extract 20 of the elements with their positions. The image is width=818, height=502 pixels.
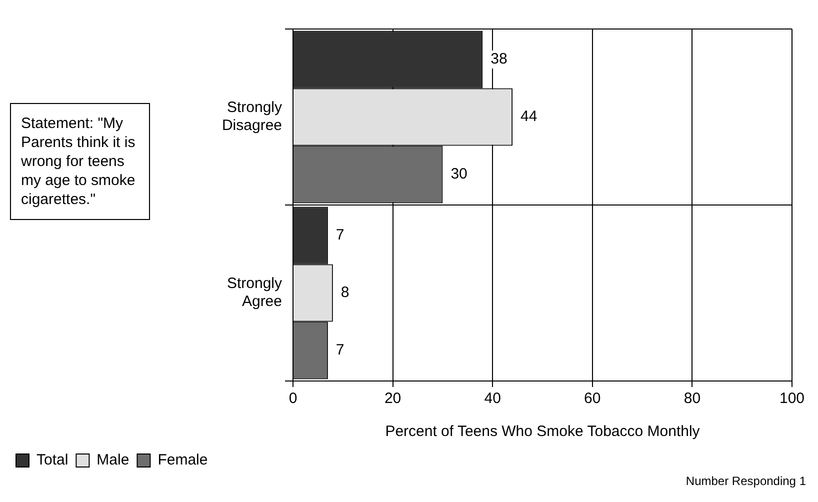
x-tick-label: 20 [384, 390, 402, 408]
x-tick-label: 60 [584, 390, 601, 408]
data-label: 7 [336, 226, 344, 244]
data-label: 30 [450, 166, 468, 183]
data-label: 44 [520, 108, 538, 126]
data-label: 7 [336, 342, 344, 359]
x-tick-label: 80 [684, 390, 701, 408]
legend-label: Male [96, 452, 130, 469]
data-label: 38 [490, 50, 508, 68]
text: Statement: "My Parents think it is wrong for teens my age to smoke cigarettes." [10, 103, 150, 220]
text: Number Responding 1 [686, 474, 806, 488]
x-tick-label: 40 [484, 390, 501, 408]
y-tick-label: Strongly Agree [226, 275, 282, 310]
x-tick-label: 100 [779, 390, 805, 408]
x-axis-title: Percent of Teens Who Smoke Tobacco Monthly [385, 423, 700, 440]
legend-label: Female [158, 452, 208, 469]
legend-label: Total [36, 452, 68, 469]
x-tick-label: 0 [288, 390, 298, 408]
data-label: 8 [340, 284, 350, 302]
y-tick-label: Strongly Disagree [222, 99, 282, 134]
